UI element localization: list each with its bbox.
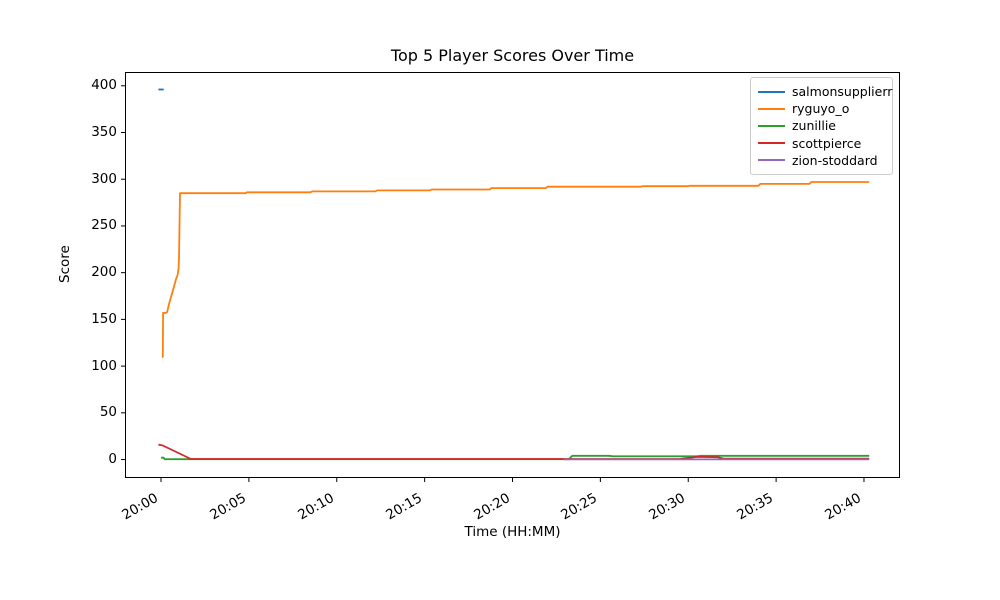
series-line-ryguyo_o	[161, 181, 870, 358]
y-tick-label: 150	[91, 310, 117, 327]
legend-line-sample	[758, 159, 785, 162]
legend-item-zunillie: zunillie	[758, 117, 886, 134]
legend-item-ryguyo_o: ryguyo_o	[758, 100, 886, 117]
x-axis-label: Time (HH:MM)	[464, 524, 561, 540]
y-tick-label: 200	[91, 264, 117, 281]
chart-title: Top 5 Player Scores Over Time	[390, 46, 635, 65]
legend: salmonsupplierr ryguyo_o zunillie scottpier…	[750, 77, 893, 175]
legend-line-sample	[758, 124, 785, 127]
legend-label: zion-stoddard	[792, 152, 878, 168]
y-tick-label: 100	[91, 357, 117, 374]
legend-item-scottpierce: scottpierce	[758, 135, 886, 152]
legend-label: ryguyo_o	[792, 101, 850, 117]
legend-item-zion-stoddard: zion-stoddard	[758, 152, 886, 169]
legend-line-sample	[758, 107, 785, 110]
y-tick-label: 250	[91, 217, 117, 234]
y-tick-label: 50	[99, 404, 117, 421]
y-tick-label: 0	[108, 451, 117, 468]
legend-item-salmonsupplierr: salmonsupplierr	[758, 83, 892, 100]
y-tick-label: 350	[91, 124, 117, 140]
y-tick-label: 400	[91, 77, 117, 94]
legend-label: salmonsupplierr	[792, 84, 893, 100]
y-tick-label: 300	[91, 170, 117, 187]
legend-line-sample	[758, 90, 785, 93]
series-line-scottpierce	[158, 443, 870, 460]
legend-label: zunillie	[792, 118, 836, 134]
legend-label: scottpierce	[792, 135, 862, 151]
legend-line-sample	[758, 142, 785, 145]
